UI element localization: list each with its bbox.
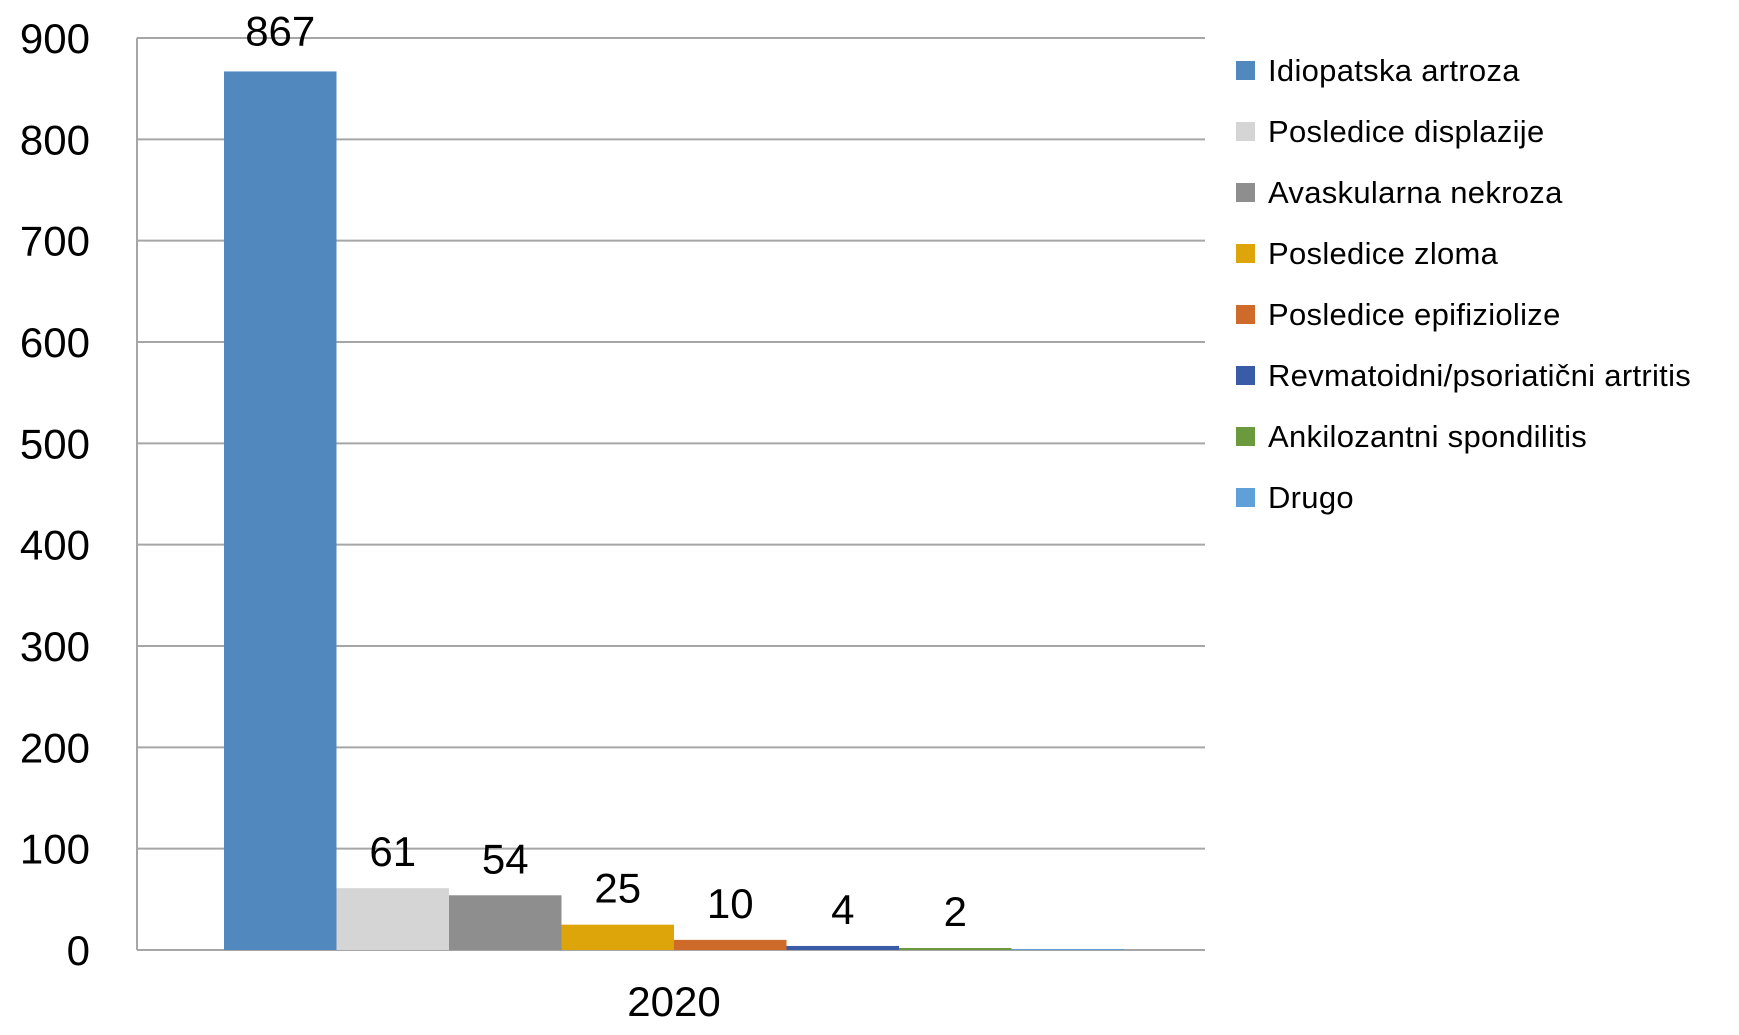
bar-drugo <box>1011 948 1124 950</box>
legend-item: Drugo <box>1236 467 1691 528</box>
y-tick-label: 200 <box>20 724 90 771</box>
y-tick-labels: 0 100 200 300 400 500 600 700 800 900 <box>20 15 90 974</box>
data-label: 25 <box>594 865 641 912</box>
y-tick-label: 900 <box>20 15 90 62</box>
legend-item: Posledice epifiziolize <box>1236 284 1691 345</box>
legend-swatch <box>1236 366 1255 385</box>
bar-posledice-zloma <box>561 924 674 950</box>
legend-label: Idiopatska artroza <box>1268 52 1520 88</box>
data-label: 54 <box>482 835 529 882</box>
legend-item: Idiopatska artroza <box>1236 40 1691 101</box>
legend-swatch <box>1236 488 1255 507</box>
data-label: 4 <box>831 886 854 933</box>
legend-swatch <box>1236 305 1255 324</box>
x-category-label: 2020 <box>627 978 720 1025</box>
bar-ankilozantni-spondilitis <box>899 947 1012 950</box>
y-tick-label: 0 <box>67 927 90 974</box>
legend-item: Revmatoidni/psoriatični artritis <box>1236 345 1691 406</box>
legend: Idiopatska artroza Posledice displazije Av… <box>1236 40 1691 528</box>
y-tick-label: 400 <box>20 522 90 569</box>
legend-item: Posledice displazije <box>1236 101 1691 162</box>
y-tick-label: 800 <box>20 116 90 163</box>
data-label: 61 <box>369 828 416 875</box>
category-labels: 2020 <box>627 978 720 1025</box>
bar-idiopatska-artroza <box>224 71 337 950</box>
legend-label: Posledice displazije <box>1268 113 1545 149</box>
legend-item: Posledice zloma <box>1236 223 1691 284</box>
legend-label: Posledice epifiziolize <box>1268 296 1561 332</box>
bar-avaskularna-nekroza <box>449 895 562 950</box>
legend-swatch <box>1236 122 1255 141</box>
bar-posledice-epifiziolize <box>674 939 787 950</box>
legend-swatch <box>1236 244 1255 263</box>
bar-posledice-displazije <box>336 888 449 950</box>
legend-swatch <box>1236 427 1255 446</box>
legend-label: Revmatoidni/psoriatični artritis <box>1268 357 1692 393</box>
data-label: 2 <box>944 888 967 935</box>
y-tick-label: 300 <box>20 623 90 670</box>
legend-swatch <box>1236 61 1255 80</box>
legend-label: Avaskularna nekroza <box>1268 174 1563 210</box>
legend-item: Ankilozantni spondilitis <box>1236 406 1691 467</box>
legend-label: Posledice zloma <box>1268 235 1499 271</box>
legend-item: Avaskularna nekroza <box>1236 162 1691 223</box>
y-tick-label: 700 <box>20 218 90 265</box>
data-labels: 867 61 54 25 10 4 2 <box>245 7 967 935</box>
y-tick-label: 600 <box>20 319 90 366</box>
legend-swatch <box>1236 183 1255 202</box>
bars <box>224 71 1124 950</box>
bar-revmatoidni-psoriati-ni-artritis <box>786 945 899 950</box>
legend-label: Ankilozantni spondilitis <box>1268 418 1588 454</box>
data-label: 10 <box>707 880 754 927</box>
data-label: 867 <box>245 7 315 54</box>
y-tick-label: 500 <box>20 420 90 467</box>
y-tick-label: 100 <box>20 826 90 873</box>
legend-label: Drugo <box>1268 479 1354 515</box>
